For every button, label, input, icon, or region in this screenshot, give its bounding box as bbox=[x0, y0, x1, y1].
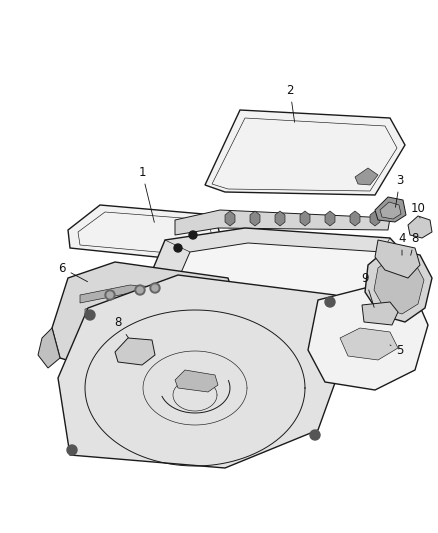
Polygon shape bbox=[380, 202, 401, 219]
Polygon shape bbox=[362, 302, 398, 325]
Circle shape bbox=[174, 244, 182, 252]
Polygon shape bbox=[205, 110, 405, 195]
Circle shape bbox=[325, 297, 335, 307]
Circle shape bbox=[310, 430, 320, 440]
Text: 3: 3 bbox=[396, 174, 404, 207]
Text: 1: 1 bbox=[138, 166, 154, 222]
Circle shape bbox=[152, 285, 158, 291]
Text: 9: 9 bbox=[361, 271, 374, 308]
Polygon shape bbox=[38, 328, 60, 368]
Polygon shape bbox=[250, 211, 260, 226]
Polygon shape bbox=[175, 210, 390, 235]
Polygon shape bbox=[175, 370, 218, 392]
Polygon shape bbox=[95, 327, 220, 345]
Text: 10: 10 bbox=[410, 201, 425, 218]
Polygon shape bbox=[225, 211, 235, 226]
Circle shape bbox=[150, 283, 160, 293]
Polygon shape bbox=[365, 248, 432, 322]
Polygon shape bbox=[375, 240, 420, 278]
Polygon shape bbox=[80, 285, 220, 303]
Polygon shape bbox=[300, 211, 310, 226]
Text: 8: 8 bbox=[411, 231, 419, 255]
Polygon shape bbox=[68, 205, 220, 260]
Polygon shape bbox=[325, 211, 335, 226]
Polygon shape bbox=[165, 243, 400, 335]
Text: 8: 8 bbox=[114, 317, 128, 338]
Polygon shape bbox=[58, 275, 345, 468]
Polygon shape bbox=[375, 197, 406, 222]
Circle shape bbox=[189, 231, 197, 239]
Circle shape bbox=[105, 290, 115, 300]
Circle shape bbox=[137, 287, 143, 293]
Circle shape bbox=[107, 292, 113, 298]
Circle shape bbox=[67, 445, 77, 455]
Polygon shape bbox=[308, 288, 428, 390]
Text: 2: 2 bbox=[286, 84, 295, 122]
Circle shape bbox=[85, 310, 95, 320]
Circle shape bbox=[135, 285, 145, 295]
Polygon shape bbox=[52, 262, 235, 370]
Polygon shape bbox=[355, 168, 378, 185]
Polygon shape bbox=[370, 211, 380, 226]
Text: 6: 6 bbox=[58, 262, 88, 281]
Polygon shape bbox=[408, 216, 432, 238]
Polygon shape bbox=[138, 228, 415, 345]
Polygon shape bbox=[374, 256, 424, 314]
Polygon shape bbox=[85, 299, 220, 317]
Polygon shape bbox=[275, 211, 285, 226]
Text: 5: 5 bbox=[390, 343, 404, 357]
Polygon shape bbox=[350, 211, 360, 226]
Polygon shape bbox=[90, 313, 220, 331]
Polygon shape bbox=[340, 328, 398, 360]
Polygon shape bbox=[115, 338, 155, 365]
Text: 4: 4 bbox=[398, 231, 406, 255]
